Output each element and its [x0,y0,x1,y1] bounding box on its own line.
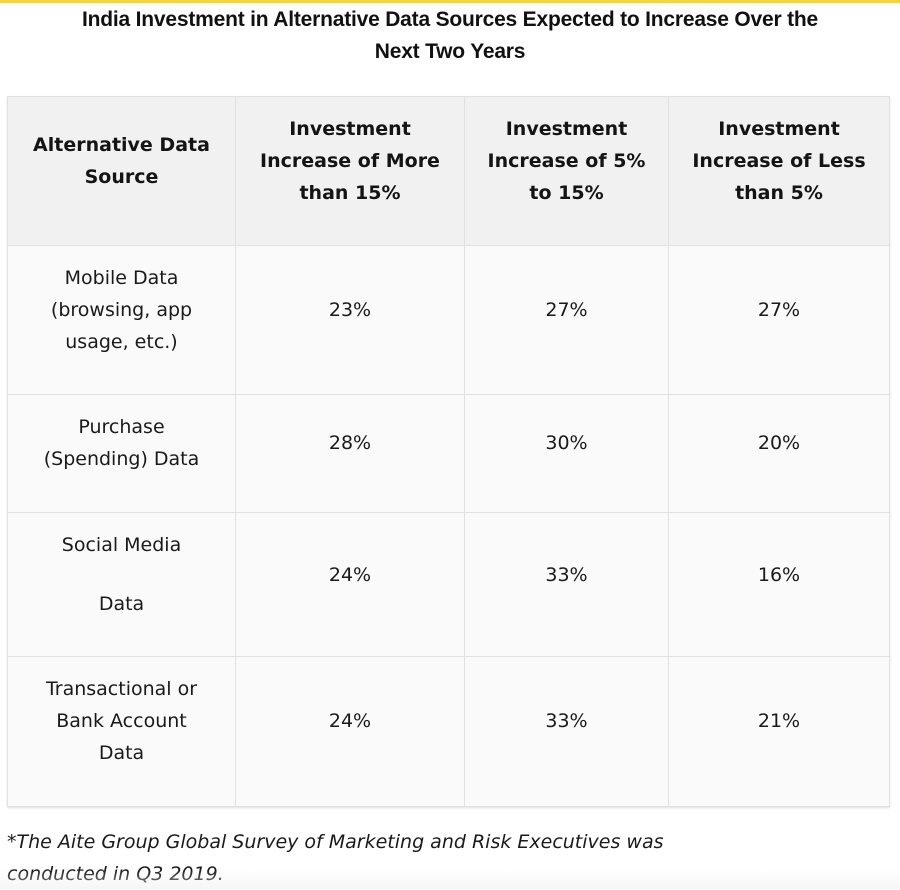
source-text: Purchase [78,416,165,438]
accent-top-line [0,0,900,3]
source-text: Data [98,742,145,764]
value-cell: 28% [235,394,465,513]
footnote: *The Aite Group Global Survey of Marketi… [7,826,887,890]
source-text: (Spending) Data [43,448,200,470]
header-text: Investment [718,118,840,140]
value-cell: 23% [235,245,465,395]
source-text: Transactional or [45,678,198,700]
value-cell: 16% [668,512,890,657]
source-text: Bank Account [56,710,187,732]
source-text: (browsing, app [50,299,193,321]
header-text: to 15% [529,182,604,204]
table-row: Transactional or Bank Account Data 24% 3… [7,656,890,807]
header-text: Investment [505,118,628,140]
source-cell: Transactional or Bank Account Data [7,656,236,807]
source-cell: Purchase (Spending) Data [7,394,236,513]
table-row: Mobile Data (browsing, app usage, etc.) … [7,245,890,395]
table-header-row: Alternative Data Source Investment Incre… [7,96,890,246]
header-text: Increase of More [260,150,440,172]
value-cell: 27% [668,245,890,395]
source-cell: Mobile Data (browsing, app usage, etc.) [7,245,236,395]
source-text: usage, etc.) [65,331,178,353]
table-row: Social Media Data 24% 33% 16% [7,512,890,657]
column-header-more-than-15: Investment Increase of More than 15% [235,96,465,246]
header-text: than 15% [299,182,401,204]
header-text: Increase of 5% [487,150,646,172]
value-cell: 33% [464,512,669,657]
value-cell: 20% [668,394,890,513]
header-text: Source [84,166,159,188]
column-header-less-than-5: Investment Increase of Less than 5% [668,96,890,246]
header-text: Increase of Less [692,150,866,172]
header-text: Investment [289,118,411,140]
value-cell: 24% [235,512,465,657]
column-header-source: Alternative Data Source [7,96,236,246]
table-row: Purchase (Spending) Data 28% 30% 20% [7,394,890,513]
footnote-line-1: *The Aite Group Global Survey of Marketi… [7,831,664,853]
footnote-line-2: conducted in Q3 2019. [7,863,224,885]
column-header-5-to-15: Investment Increase of 5% to 15% [464,96,669,246]
source-text: Mobile Data [64,267,179,289]
title-line-1: India Investment in Alternative Data Sou… [81,8,818,31]
header-text: Alternative Data [33,134,210,156]
source-cell: Social Media Data [7,512,236,657]
page-title: India Investment in Alternative Data Sou… [0,4,900,68]
value-cell: 24% [235,656,465,807]
investment-table: Alternative Data Source Investment Incre… [7,96,890,807]
value-cell: 21% [668,656,890,807]
source-text: Data [98,593,145,615]
header-text: than 5% [735,182,823,204]
value-cell: 30% [464,394,669,513]
source-text: Social Media [61,534,182,556]
value-cell: 27% [464,245,669,395]
title-line-2: Next Two Years [374,40,526,63]
value-cell: 33% [464,656,669,807]
